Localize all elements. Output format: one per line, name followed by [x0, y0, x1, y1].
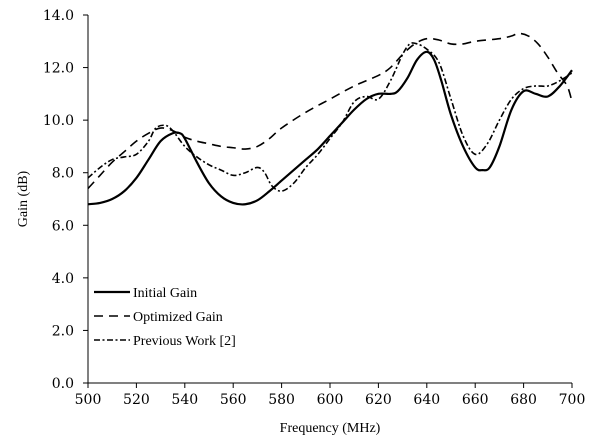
series-line-dash-dot — [87, 42, 573, 192]
y-tick-label: 4.0 — [52, 271, 74, 287]
x-tick-label: 520 — [123, 392, 150, 408]
y-tick-label: 12.0 — [43, 61, 74, 77]
axes — [87, 15, 572, 384]
x-tick-label: 560 — [220, 392, 247, 408]
y-tick-label: 10.0 — [43, 113, 74, 129]
x-tick-label: 600 — [317, 392, 344, 408]
y-tick-label: 14.0 — [43, 8, 74, 24]
x-tick-label: 500 — [75, 392, 102, 408]
series-lines — [87, 32, 573, 206]
x-tick-label: 660 — [462, 392, 489, 408]
legend: Initial Gain Optimized Gain Previous Work … — [94, 286, 236, 349]
series-line-dashed — [87, 32, 573, 190]
x-tick-label: 640 — [413, 392, 440, 408]
legend-label: Initial Gain — [133, 286, 197, 301]
y-tick-label: 8.0 — [52, 166, 74, 182]
y-axis-title: Gain (dB) — [16, 170, 31, 227]
x-tick-label: 700 — [559, 392, 586, 408]
x-tick-label: 620 — [365, 392, 392, 408]
legend-label: Optimized Gain — [133, 310, 223, 325]
legend-label: Previous Work [2] — [133, 334, 236, 349]
y-tick-label: 0.0 — [52, 376, 74, 392]
ticks: 500 520 540 560 580 600 620 640 660 680 700 0.0 2.0 4… — [43, 8, 586, 408]
x-tick-label: 580 — [268, 392, 295, 408]
x-tick-label: 540 — [171, 392, 198, 408]
x-tick-label: 680 — [510, 392, 537, 408]
y-tick-label: 2.0 — [52, 323, 74, 339]
x-axis-title: Frequency (MHz) — [280, 421, 381, 436]
y-tick-label: 6.0 — [52, 218, 74, 234]
